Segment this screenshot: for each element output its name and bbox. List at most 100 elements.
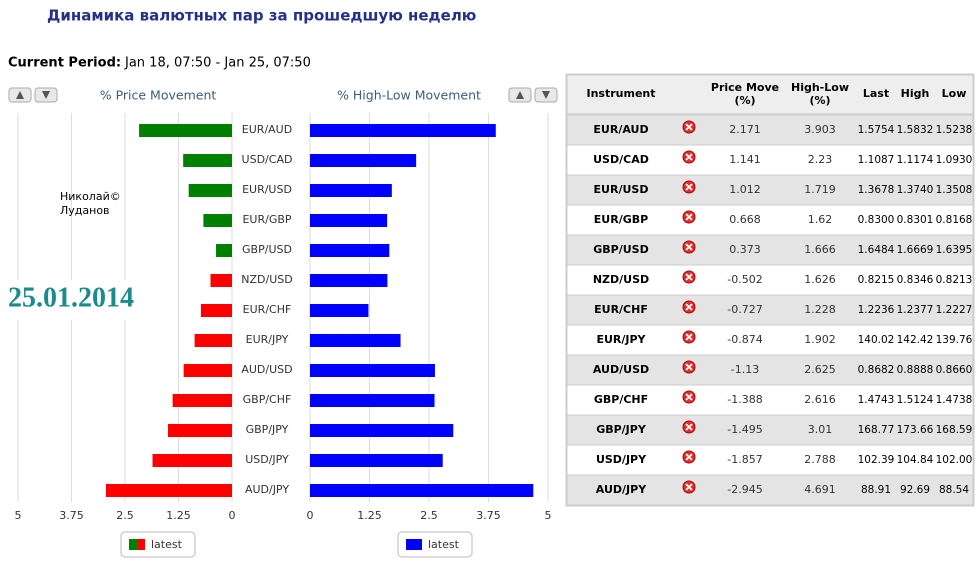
legend-box[interactable] bbox=[120, 531, 196, 558]
table-row-bg bbox=[566, 294, 974, 326]
bar bbox=[310, 394, 435, 407]
price-cell: 0.8168 bbox=[936, 214, 973, 226]
bar bbox=[310, 274, 388, 287]
legend-label[interactable]: latest bbox=[151, 538, 183, 551]
high-low: 1.626 bbox=[804, 273, 836, 286]
category-label: GBP/USD bbox=[242, 243, 292, 256]
price-cell: 0.8346 bbox=[897, 274, 934, 286]
header-line: (%) bbox=[809, 94, 830, 107]
high-low: 1.666 bbox=[804, 243, 836, 256]
period: Jan 18, 07:50 - Jan 25, 07:50 bbox=[124, 56, 311, 71]
remove-icon-x bbox=[685, 123, 693, 131]
page-title: Динамика валютных пар за прошедшую недел… bbox=[47, 7, 476, 25]
category-label: USD/JPY bbox=[245, 453, 289, 466]
date-bg bbox=[0, 280, 170, 320]
high-low: 2.625 bbox=[804, 363, 836, 376]
price-cell: 1.3508 bbox=[936, 184, 973, 196]
price-cell: 0.8660 bbox=[936, 364, 973, 376]
bar bbox=[183, 364, 232, 377]
bar bbox=[172, 394, 232, 407]
high-low: 3.01 bbox=[808, 423, 833, 436]
legend-swatch bbox=[406, 539, 422, 550]
high-low: 1.228 bbox=[804, 303, 836, 316]
remove-icon-x bbox=[685, 483, 693, 491]
remove-icon-x bbox=[685, 243, 693, 251]
instrument: USD/CAD bbox=[593, 153, 649, 166]
x-tick-label: 3.75 bbox=[476, 509, 501, 522]
price-cell: 1.5238 bbox=[936, 124, 973, 136]
price-move: -0.727 bbox=[727, 303, 762, 316]
bar bbox=[310, 334, 401, 347]
x-tick-label: 5 bbox=[545, 509, 552, 522]
price-cell: 1.6669 bbox=[897, 244, 934, 256]
remove-icon-x bbox=[685, 363, 693, 371]
bar bbox=[152, 454, 232, 467]
price-cell: 0.8888 bbox=[897, 364, 934, 376]
price-cell: 140.02 bbox=[858, 334, 895, 346]
remove-icon-x bbox=[685, 453, 693, 461]
price-move: 0.668 bbox=[729, 213, 761, 226]
price-cell: 0.8300 bbox=[858, 214, 895, 226]
high-low: 2.23 bbox=[808, 153, 833, 166]
instrument: GBP/USD bbox=[593, 243, 648, 256]
price-move: -1.857 bbox=[727, 453, 762, 466]
price-cell: 1.3678 bbox=[858, 184, 895, 196]
price-move: 2.171 bbox=[729, 123, 761, 136]
price-cell: 168.59 bbox=[936, 424, 973, 436]
x-tick-label: 5 bbox=[15, 509, 22, 522]
price-cell: 1.1087 bbox=[858, 154, 895, 166]
remove-icon-x bbox=[685, 303, 693, 311]
price-cell: 1.5124 bbox=[897, 394, 934, 406]
instrument: EUR/JPY bbox=[596, 333, 646, 346]
column-header: High bbox=[901, 87, 930, 100]
category-label: EUR/CHF bbox=[243, 303, 292, 316]
column-header: Last bbox=[863, 87, 889, 100]
period-label: Current Period: bbox=[8, 56, 121, 71]
high-low: 1.719 bbox=[804, 183, 836, 196]
bar bbox=[105, 484, 232, 497]
price-cell: 104.84 bbox=[897, 454, 934, 466]
instrument: AUD/JPY bbox=[596, 483, 647, 496]
price-cell: 0.8215 bbox=[858, 274, 895, 286]
price-cell: 1.4738 bbox=[936, 394, 973, 406]
category-label: EUR/JPY bbox=[246, 333, 289, 346]
column-header: Low bbox=[942, 87, 967, 100]
legend-label[interactable]: latest bbox=[428, 538, 460, 551]
bar bbox=[203, 214, 232, 227]
legend-swatch bbox=[137, 539, 145, 550]
category-label: USD/CAD bbox=[242, 153, 293, 166]
price-move: -1.388 bbox=[727, 393, 762, 406]
price-cell: 1.1174 bbox=[897, 154, 934, 166]
price-cell: 1.6484 bbox=[858, 244, 895, 256]
legend-box[interactable] bbox=[397, 531, 473, 558]
price-cell: 168.77 bbox=[858, 424, 895, 436]
price-cell: 173.66 bbox=[897, 424, 934, 436]
high-low: 2.788 bbox=[804, 453, 836, 466]
high-low: 3.903 bbox=[804, 123, 836, 136]
price-cell: 88.91 bbox=[861, 484, 891, 496]
bar bbox=[216, 244, 232, 257]
instrument: GBP/CHF bbox=[594, 393, 648, 406]
chart-title: % Price Movement bbox=[100, 88, 217, 103]
scroll-buttons[interactable] bbox=[8, 87, 558, 103]
bar bbox=[310, 364, 435, 377]
table-row-bg bbox=[566, 144, 974, 176]
x-tick-label: 2.5 bbox=[116, 509, 134, 522]
bar bbox=[139, 124, 232, 137]
x-tick-label: 1.25 bbox=[166, 509, 191, 522]
price-move: -1.13 bbox=[731, 363, 759, 376]
bar bbox=[310, 244, 390, 257]
header-line: Price Move bbox=[711, 81, 779, 94]
category-label: AUD/JPY bbox=[245, 483, 289, 496]
table-row-bg bbox=[566, 114, 974, 146]
x-tick-label: 3.75 bbox=[59, 509, 84, 522]
price-move: 1.141 bbox=[729, 153, 761, 166]
price-cell: 88.54 bbox=[939, 484, 969, 496]
bar bbox=[310, 214, 388, 227]
instrument: EUR/USD bbox=[594, 183, 649, 196]
table-row-bg bbox=[566, 354, 974, 386]
bar bbox=[183, 154, 232, 167]
table-header-bg bbox=[566, 74, 974, 115]
bar bbox=[168, 424, 232, 437]
